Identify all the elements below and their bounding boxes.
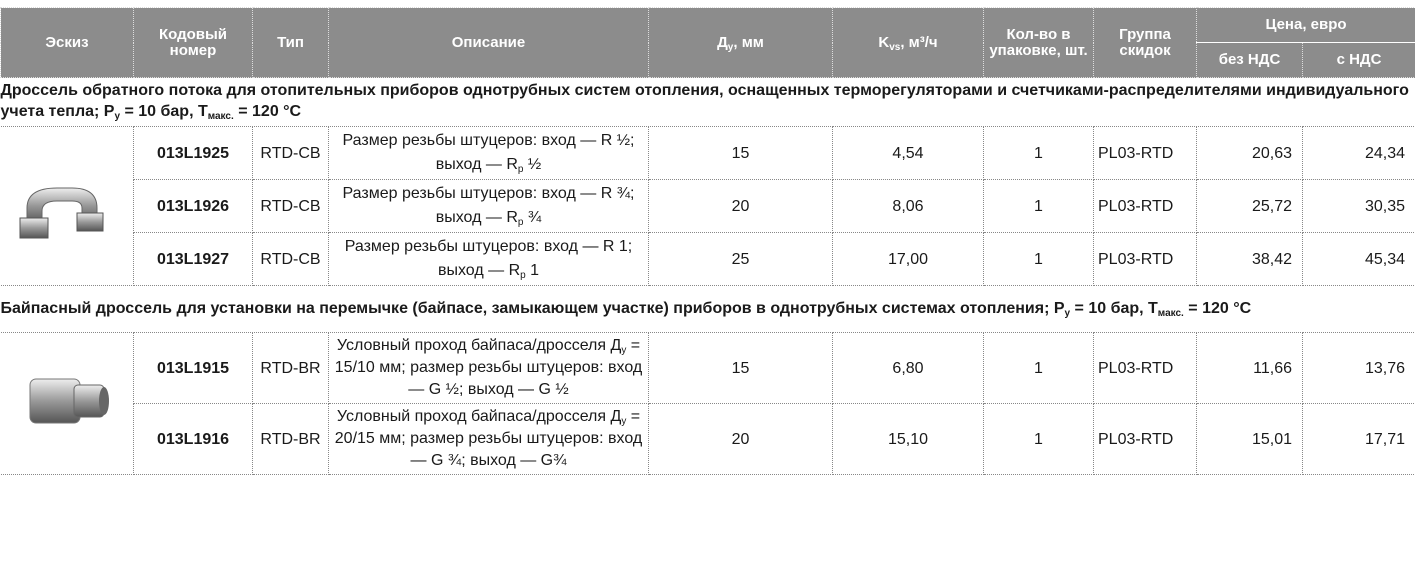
description: Размер резьбы штуцеров: вход — R 1; выхо… xyxy=(329,233,649,286)
header-code: Кодовый номер xyxy=(134,8,253,78)
header-no-vat: без НДС xyxy=(1197,43,1303,78)
type: RTD-BR xyxy=(253,404,329,475)
text-part: Байпасный дроссель для установки на пере… xyxy=(1,300,1065,317)
pack: 1 xyxy=(984,127,1094,180)
text-part: , м³/ч xyxy=(900,34,937,51)
code: 013L1916 xyxy=(134,404,253,475)
header-description: Описание xyxy=(329,8,649,78)
type: RTD-CB xyxy=(253,233,329,286)
code: 013L1915 xyxy=(134,333,253,404)
price-no-vat: 11,66 xyxy=(1197,333,1303,404)
text-part: = 120 °C xyxy=(1184,300,1251,317)
section-row: Дроссель обратного потока для отопительн… xyxy=(1,78,1415,127)
text-part: Размер резьбы штуцеров: вход — R ½; выхо… xyxy=(343,132,635,173)
description: Размер резьбы штуцеров: вход — R ¾; выхо… xyxy=(329,180,649,233)
text-part: = 10 бар, T xyxy=(1070,300,1158,317)
text-part: Условный проход байпаса/дросселя Д xyxy=(337,337,621,354)
code: 013L1927 xyxy=(134,233,253,286)
sketch-cell xyxy=(1,333,134,475)
group: PL03-RTD xyxy=(1094,333,1197,404)
text-part: 1 xyxy=(526,262,539,279)
pack: 1 xyxy=(984,180,1094,233)
product-image xyxy=(12,361,122,441)
pack: 1 xyxy=(984,333,1094,404)
type: RTD-BR xyxy=(253,333,329,404)
text-part: , мм xyxy=(733,34,764,51)
dn: 15 xyxy=(649,127,833,180)
text-part: = 120 °C xyxy=(234,103,301,120)
kvs: 17,00 xyxy=(833,233,984,286)
pack: 1 xyxy=(984,233,1094,286)
price-no-vat: 25,72 xyxy=(1197,180,1303,233)
dn: 20 xyxy=(649,404,833,475)
pack: 1 xyxy=(984,404,1094,475)
text-part: K xyxy=(878,34,889,51)
dn: 15 xyxy=(649,333,833,404)
text-part: ½ xyxy=(523,156,541,173)
price-no-vat: 20,63 xyxy=(1197,127,1303,180)
header-group: Группа скидок xyxy=(1094,8,1197,78)
group: PL03-RTD xyxy=(1094,233,1197,286)
section-row: Байпасный дроссель для установки на пере… xyxy=(1,286,1415,333)
sketch-cell xyxy=(1,127,134,286)
text-part: Размер резьбы штуцеров: вход — R ¾; выхо… xyxy=(343,185,635,226)
price-vat: 17,71 xyxy=(1303,404,1415,475)
kvs: 4,54 xyxy=(833,127,984,180)
group: PL03-RTD xyxy=(1094,180,1197,233)
header-sketch: Эскиз xyxy=(1,8,134,78)
text-part: Д xyxy=(717,34,728,51)
text-part: = 10 бар, T xyxy=(120,103,208,120)
product-image xyxy=(12,163,122,243)
price-vat: 13,76 xyxy=(1303,333,1415,404)
kvs: 8,06 xyxy=(833,180,984,233)
header-type: Тип xyxy=(253,8,329,78)
description: Размер резьбы штуцеров: вход — R ½; выхо… xyxy=(329,127,649,180)
section-title: Дроссель обратного потока для отопительн… xyxy=(1,78,1415,127)
type: RTD-CB xyxy=(253,127,329,180)
table-body: Дроссель обратного потока для отопительн… xyxy=(1,78,1415,475)
type: RTD-CB xyxy=(253,180,329,233)
text-part: Условный проход байпаса/дросселя Д xyxy=(337,408,621,425)
description: Условный проход байпаса/дросселя Ду = 20… xyxy=(329,404,649,475)
code: 013L1926 xyxy=(134,180,253,233)
dn: 20 xyxy=(649,180,833,233)
price-vat: 24,34 xyxy=(1303,127,1415,180)
text-part: Размер резьбы штуцеров: вход — R 1; выхо… xyxy=(345,238,633,279)
header-vat: с НДС xyxy=(1303,43,1415,78)
header-dn: Ду, мм xyxy=(649,8,833,78)
kvs: 15,10 xyxy=(833,404,984,475)
subscript: vs xyxy=(889,42,900,53)
code: 013L1925 xyxy=(134,127,253,180)
header-kvs: Kvs, м³/ч xyxy=(833,8,984,78)
section-title: Байпасный дроссель для установки на пере… xyxy=(1,286,1415,333)
price-no-vat: 15,01 xyxy=(1197,404,1303,475)
subscript: макс. xyxy=(1158,308,1184,319)
dn: 25 xyxy=(649,233,833,286)
group: PL03-RTD xyxy=(1094,404,1197,475)
kvs: 6,80 xyxy=(833,333,984,404)
price-vat: 30,35 xyxy=(1303,180,1415,233)
price-no-vat: 38,42 xyxy=(1197,233,1303,286)
group: PL03-RTD xyxy=(1094,127,1197,180)
header-pack: Кол-во в упаковке, шт. xyxy=(984,8,1094,78)
price-vat: 45,34 xyxy=(1303,233,1415,286)
description: Условный проход байпаса/дросселя Ду = 15… xyxy=(329,333,649,404)
header-price: Цена, евро xyxy=(1197,8,1415,43)
text-part: ¾ xyxy=(523,209,541,226)
subscript: макс. xyxy=(208,111,234,122)
